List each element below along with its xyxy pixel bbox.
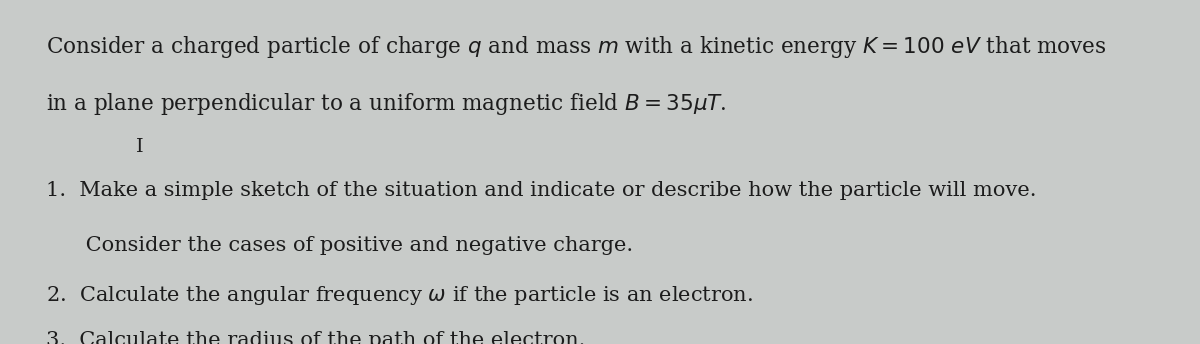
- Text: I: I: [136, 138, 143, 155]
- Text: Consider a charged particle of charge $q$ and mass $m$ with a kinetic energy $K : Consider a charged particle of charge $q…: [46, 34, 1106, 61]
- Text: 2.  Calculate the angular frequency $\omega$ if the particle is an electron.: 2. Calculate the angular frequency $\ome…: [46, 284, 752, 307]
- Text: Consider the cases of positive and negative charge.: Consider the cases of positive and negat…: [46, 236, 632, 255]
- Text: 1.  Make a simple sketch of the situation and indicate or describe how the parti: 1. Make a simple sketch of the situation…: [46, 181, 1036, 200]
- Text: 3.  Calculate the radius of the path of the electron.: 3. Calculate the radius of the path of t…: [46, 331, 584, 344]
- Text: in a plane perpendicular to a uniform magnetic field $B = 35\mu T$.: in a plane perpendicular to a uniform ma…: [46, 91, 726, 117]
